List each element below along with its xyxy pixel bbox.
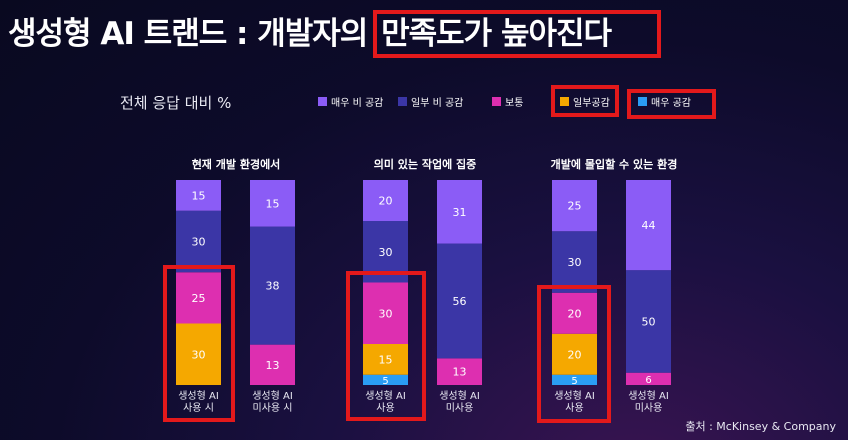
- bar-segment: [552, 231, 597, 293]
- category-label: 생성형 AI: [439, 390, 480, 402]
- category-label: 생성형 AI: [252, 390, 293, 402]
- chart-title: 현재 개발 환경에서: [192, 157, 281, 171]
- legend-highlight-box: [551, 85, 619, 117]
- bar-segment: [626, 270, 671, 373]
- bar-segment: [176, 210, 221, 273]
- category-label: 생성형 AI: [178, 390, 219, 402]
- bar-segment: [626, 372, 671, 385]
- data-label: 44: [642, 219, 656, 232]
- data-label: 30: [192, 236, 206, 249]
- data-label: 56: [453, 295, 467, 308]
- category-label: 사용: [565, 402, 583, 414]
- category-label: 미사용: [635, 402, 663, 414]
- title-highlight: 만족도가 높아진다: [373, 10, 662, 58]
- bar-segment: [250, 180, 295, 227]
- data-label: 6: [645, 375, 651, 386]
- bar-segment: [552, 333, 597, 375]
- axis-note: 전체 응답 대비 %: [120, 94, 232, 112]
- source-note: 출처 : McKinsey & Company: [685, 420, 836, 433]
- category-label: 생성형 AI: [365, 390, 406, 402]
- data-label: 50: [642, 315, 656, 328]
- data-label: 20: [568, 307, 582, 320]
- category-label: 사용: [376, 402, 394, 414]
- bar-segment: [552, 292, 597, 334]
- legend-swatch: [560, 96, 569, 106]
- bar-segment: [176, 323, 221, 385]
- legend-label: 일부 비 공감: [411, 97, 464, 109]
- data-label: 13: [453, 366, 467, 379]
- data-label: 20: [379, 195, 393, 208]
- bar-segment: [437, 358, 482, 385]
- data-label: 15: [266, 197, 280, 210]
- bar-segment: [250, 226, 295, 345]
- bar-segment: [176, 180, 221, 211]
- page-title: 생성형 AI 트랜드 : 개발자의 만족도가 높아진다: [8, 8, 662, 58]
- bar-highlight-box: [537, 285, 611, 423]
- data-label: 25: [568, 200, 582, 213]
- category-label: 미사용 시: [253, 402, 293, 414]
- data-label: 30: [192, 348, 206, 361]
- bar-highlight-box: [163, 265, 235, 422]
- bar-segment: [437, 243, 482, 359]
- category-label: 생성형 AI: [554, 390, 595, 402]
- bar-segment: [437, 180, 482, 244]
- data-label: 13: [266, 359, 280, 372]
- legend-item-somewhat-disagree: 일부 비 공감: [398, 94, 464, 109]
- data-label: 15: [379, 353, 393, 366]
- data-label: 20: [568, 348, 582, 361]
- bar-segment: [250, 344, 295, 385]
- bar-segment: [552, 374, 597, 385]
- bar-segment: [363, 180, 408, 221]
- legend-label: 일부공감: [573, 97, 610, 109]
- chart-title: 개발에 몰입할 수 있는 환경: [551, 157, 678, 171]
- category-label: 사용 시: [183, 402, 214, 414]
- data-label: 38: [266, 280, 280, 293]
- category-label: 미사용: [446, 402, 474, 414]
- legend-item-somewhat-agree: 일부공감: [560, 94, 610, 109]
- legend-swatch: [398, 96, 407, 106]
- legend-item-very-agree: 매우 공감: [638, 94, 691, 109]
- legend-swatch: [638, 96, 647, 106]
- data-label: 5: [571, 376, 577, 387]
- data-label: 30: [379, 307, 393, 320]
- legend-item-neutral: 보통: [492, 94, 524, 109]
- bar-segment: [363, 374, 408, 385]
- category-label: 생성형 AI: [628, 390, 669, 402]
- data-label: 15: [192, 189, 206, 202]
- data-label: 30: [568, 256, 582, 269]
- legend-swatch: [492, 96, 501, 106]
- legend-label: 보통: [505, 97, 524, 109]
- bar-highlight-box: [346, 271, 426, 421]
- bar-segment: [626, 180, 671, 271]
- bar-segment: [363, 344, 408, 375]
- legend-highlight-box: [627, 89, 716, 119]
- bar-segment: [552, 180, 597, 232]
- legend-label: 매우 비 공감: [331, 97, 384, 109]
- bar-segment: [176, 272, 221, 324]
- data-label: 5: [382, 376, 388, 387]
- bar-segment: [363, 282, 408, 344]
- chart-title: 의미 있는 작업에 집중: [374, 157, 477, 171]
- data-label: 31: [453, 206, 467, 219]
- data-label: 30: [379, 246, 393, 259]
- legend-swatch: [318, 96, 327, 106]
- data-label: 25: [192, 292, 206, 305]
- legend-label: 매우 공감: [651, 97, 691, 109]
- title-main: 생성형 AI 트랜드 : 개발자의: [8, 16, 378, 52]
- legend-item-very-disagree: 매우 비 공감: [318, 94, 384, 109]
